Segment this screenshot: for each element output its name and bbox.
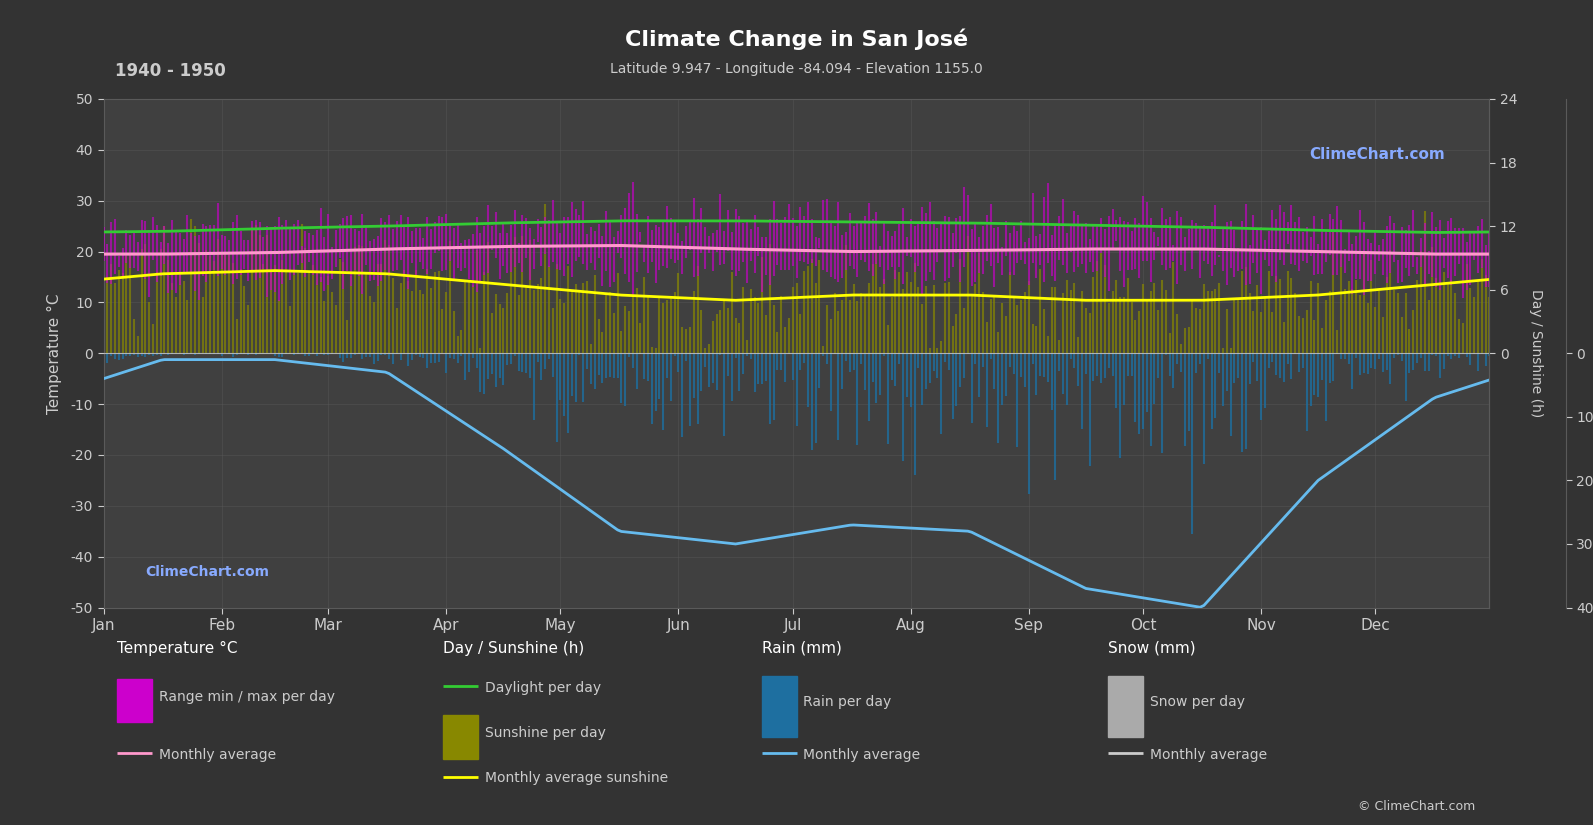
Text: Monthly average sunshine: Monthly average sunshine — [484, 771, 667, 785]
Bar — [761, 676, 796, 737]
Text: Rain (mm): Rain (mm) — [761, 640, 841, 656]
Text: Daylight per day: Daylight per day — [484, 681, 601, 695]
Bar — [443, 715, 478, 759]
Text: Monthly average: Monthly average — [159, 747, 276, 761]
Text: Sunshine per day: Sunshine per day — [484, 726, 605, 740]
Text: ClimeChart.com: ClimeChart.com — [1309, 148, 1445, 163]
Text: Rain per day: Rain per day — [803, 695, 892, 709]
Y-axis label: Day / Sunshine (h): Day / Sunshine (h) — [1529, 289, 1542, 417]
Text: ClimeChart.com: ClimeChart.com — [145, 565, 269, 579]
Text: Snow (mm): Snow (mm) — [1109, 640, 1196, 656]
Text: Day / Sunshine (h): Day / Sunshine (h) — [443, 640, 585, 656]
Text: Climate Change in San José: Climate Change in San José — [624, 29, 969, 50]
Bar — [1109, 676, 1144, 737]
Text: Range min / max per day: Range min / max per day — [159, 690, 335, 704]
Text: 1940 - 1950: 1940 - 1950 — [115, 62, 226, 80]
Text: Monthly average: Monthly average — [1150, 747, 1266, 761]
Y-axis label: Temperature °C: Temperature °C — [48, 293, 62, 413]
Text: Temperature °C: Temperature °C — [118, 640, 237, 656]
Bar — [118, 679, 151, 723]
Text: Latitude 9.947 - Longitude -84.094 - Elevation 1155.0: Latitude 9.947 - Longitude -84.094 - Ele… — [610, 62, 983, 76]
Text: Snow per day: Snow per day — [1150, 695, 1244, 709]
Text: Monthly average: Monthly average — [803, 747, 921, 761]
Text: © ClimeChart.com: © ClimeChart.com — [1359, 800, 1475, 813]
